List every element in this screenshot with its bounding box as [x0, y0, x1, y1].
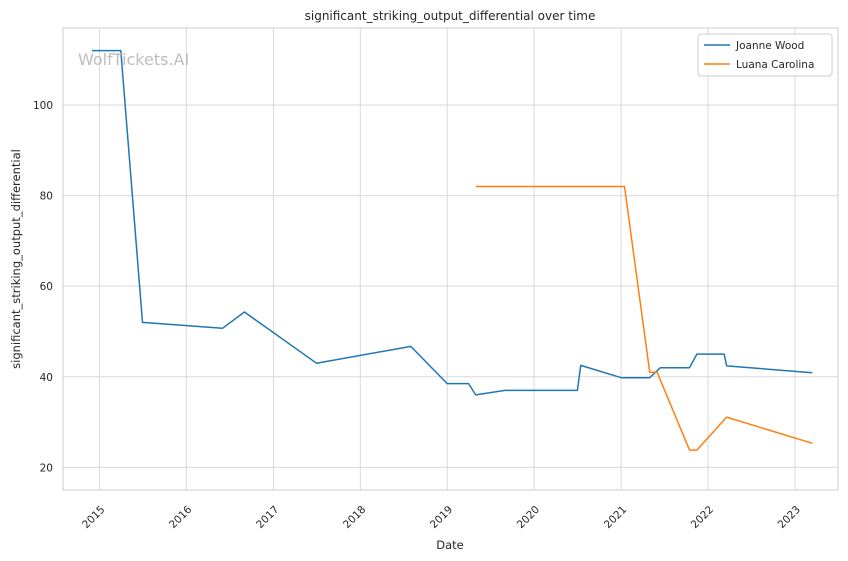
x-axis-label: Date	[436, 538, 464, 552]
legend-box	[697, 33, 833, 77]
series-line-1	[475, 185, 813, 451]
y-tick-label: 60	[40, 281, 53, 293]
legend-label: Luana Carolina	[736, 59, 814, 71]
plot-frame	[62, 27, 839, 491]
plot-background	[63, 28, 838, 490]
y-tick-label: 40	[40, 372, 53, 384]
x-tick-label: 2021	[602, 504, 629, 531]
y-axis-ticks: 20 40 60 80 100	[33, 100, 53, 474]
series-line-0	[92, 49, 813, 396]
chart-title: significant_striking_output_differential…	[305, 9, 596, 23]
series-layer	[92, 49, 813, 451]
legend: Joanne Wood Luana Carolina	[697, 33, 833, 77]
x-tick-label: 2017	[254, 504, 281, 531]
x-tick-label: 2018	[341, 504, 368, 531]
x-axis-ticks: 2015 2016 2017 2018 2019 2020 2021 2022 2023	[80, 503, 803, 531]
y-tick-label: 80	[40, 191, 53, 203]
x-tick-label: 2020	[515, 504, 542, 531]
x-tick-label: 2019	[428, 504, 455, 531]
watermark: WolfTickets.AI	[78, 50, 189, 69]
y-axis-label: significant_striking_output_differential	[9, 149, 23, 369]
x-tick-label: 2016	[167, 503, 195, 531]
y-tick-label: 100	[33, 100, 53, 112]
x-tick-label: 2022	[689, 504, 716, 531]
grid	[63, 28, 838, 490]
y-tick-label: 20	[40, 462, 53, 474]
legend-label: Joanne Wood	[735, 40, 804, 52]
x-tick-label: 2015	[80, 504, 107, 531]
x-tick-label: 2023	[776, 504, 803, 531]
